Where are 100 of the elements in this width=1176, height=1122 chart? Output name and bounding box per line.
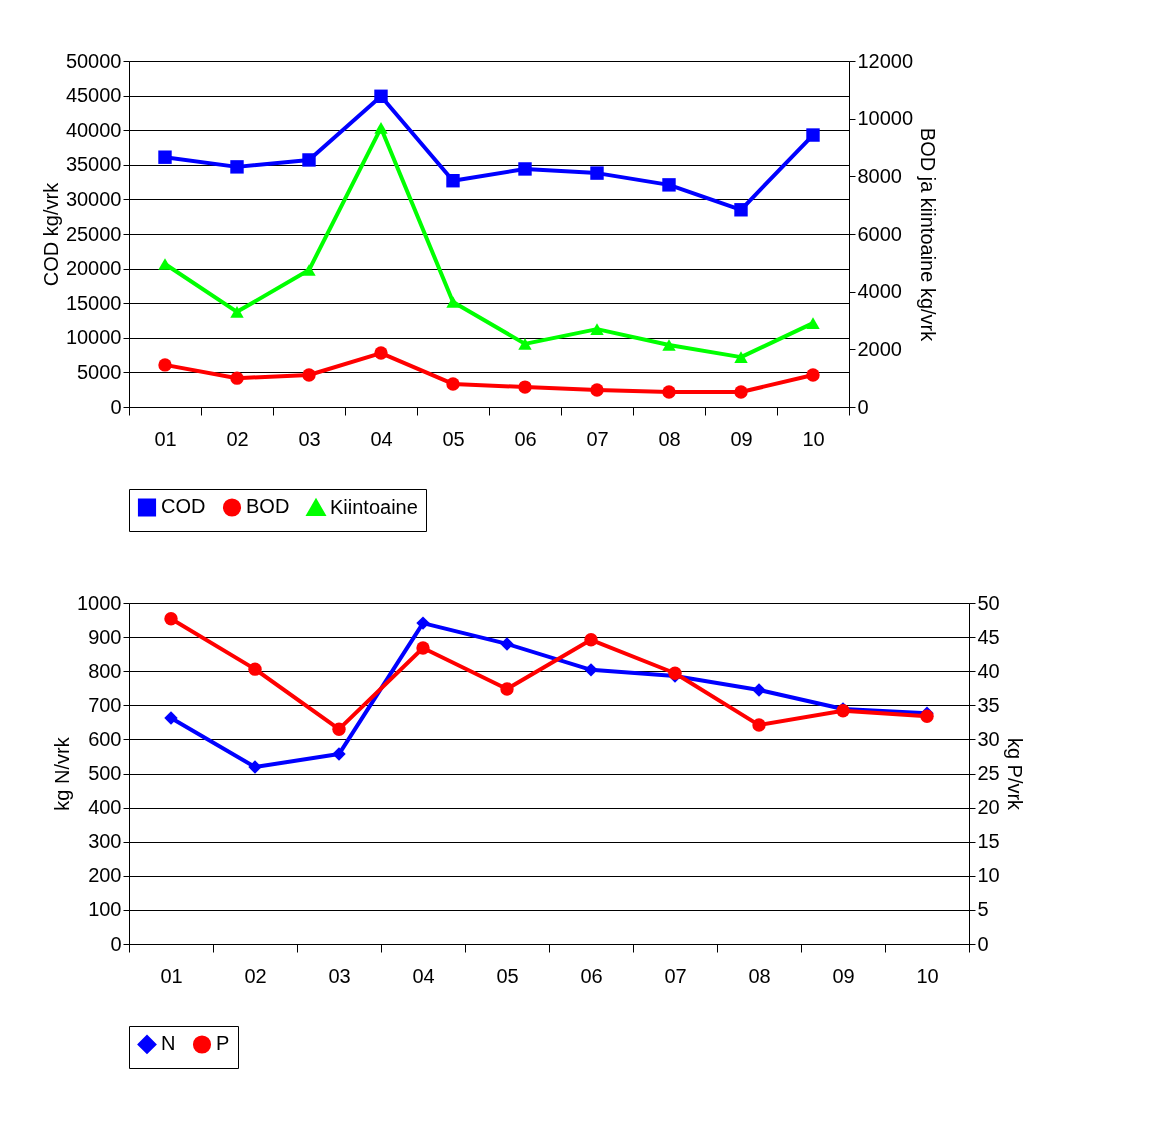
point [806,128,820,142]
point [806,368,820,382]
y2-tick-label: 0 [857,395,869,418]
legend-label: BOD [246,495,290,518]
y2-tick-label: 6000 [857,222,902,245]
x-tick-label: 05 [442,427,465,450]
x-tick-label: 09 [832,964,855,987]
point [446,296,460,308]
x-tick-label: 06 [514,427,537,450]
point [446,174,460,188]
point [332,722,346,736]
legend-label: P [216,1032,230,1055]
point [584,663,598,677]
y2-tick-label: 8000 [857,164,902,187]
y-tick-label: 35000 [65,153,122,176]
y2-axis-title: kg P/vrk [1003,737,1026,812]
x-tick-label: 01 [160,964,183,987]
point [590,323,604,335]
x-tick-label: 04 [412,964,435,987]
y-tick-label: 20000 [65,257,122,280]
point [662,339,676,351]
y2-tick-label: 45 [977,625,1000,648]
point [500,682,514,696]
y-tick-label: 15000 [65,291,122,314]
point [662,178,676,192]
x-tick-label: 07 [664,964,687,987]
point [230,160,244,174]
point [158,150,172,164]
y2-tick-label: 25 [977,762,1000,784]
point [158,358,172,372]
y-tick-label: 500 [88,762,122,784]
point [518,338,532,350]
y-tick-label: 600 [88,727,122,750]
y2-tick-label: 0 [977,932,989,955]
point [158,258,172,270]
y2-tick-label: 30 [977,727,1000,750]
y-tick-label: 200 [88,864,122,887]
y-tick-label: 25000 [65,222,122,245]
y-axis-title: kg N/vrk [51,736,74,811]
point [374,122,388,134]
point [734,203,748,217]
y-tick-label: 45000 [65,84,122,107]
point [662,385,676,399]
point [752,718,766,732]
point [806,317,820,329]
y2-tick-label: 12000 [857,49,914,72]
y-axis-title: COD kg/vrk [39,181,62,287]
point [590,383,604,397]
y2-axis-title: BOD ja kiintoaine kg/vrk [917,127,940,343]
y-tick-label: 100 [88,898,122,921]
y-tick-label: 5000 [77,360,122,383]
point [446,377,460,391]
y2-tick-label: 4000 [857,280,902,303]
point [302,368,316,382]
x-tick-label: 03 [328,964,351,987]
y-tick-label: 50000 [65,49,122,72]
point [500,637,514,651]
point [518,162,532,176]
y-tick-label: 300 [88,830,122,853]
point [518,380,532,394]
x-tick-label: 04 [370,427,393,450]
point [416,616,430,630]
point [374,346,388,360]
point [752,683,766,697]
x-tick-label: 09 [730,427,753,450]
x-tick-label: 10 [916,964,939,987]
y2-tick-label: 20 [977,796,1000,819]
x-tick-label: 08 [748,964,771,987]
x-tick-label: 07 [586,427,609,450]
y-tick-label: 900 [88,625,122,648]
point [302,264,316,276]
point [734,351,748,363]
point [734,385,748,399]
point [590,166,604,180]
y2-tick-label: 35 [977,693,1000,716]
point [374,89,388,103]
x-tick-label: 05 [496,964,519,987]
point [416,641,430,655]
point [230,306,244,318]
x-tick-label: 03 [298,427,321,450]
x-tick-label: 01 [154,427,177,450]
y2-tick-label: 10 [977,864,1000,887]
y2-tick-label: 15 [977,830,1000,853]
y-tick-label: 400 [88,796,122,819]
point [230,371,244,385]
y2-tick-label: 10000 [857,107,914,130]
x-tick-label: 02 [226,427,249,450]
y-tick-label: 1000 [77,591,122,614]
y-tick-label: 0 [110,932,122,955]
point [248,662,262,676]
point [584,633,598,647]
legend-label: Kiintoaine [330,495,418,518]
y-tick-label: 0 [110,395,122,418]
y2-tick-label: 5 [977,898,989,921]
y-tick-label: 800 [88,659,122,682]
y-tick-label: 10000 [65,326,122,349]
y2-tick-label: 50 [977,591,1000,614]
point [164,611,178,626]
y2-tick-label: 40 [977,659,1000,682]
x-tick-label: 08 [658,427,681,450]
